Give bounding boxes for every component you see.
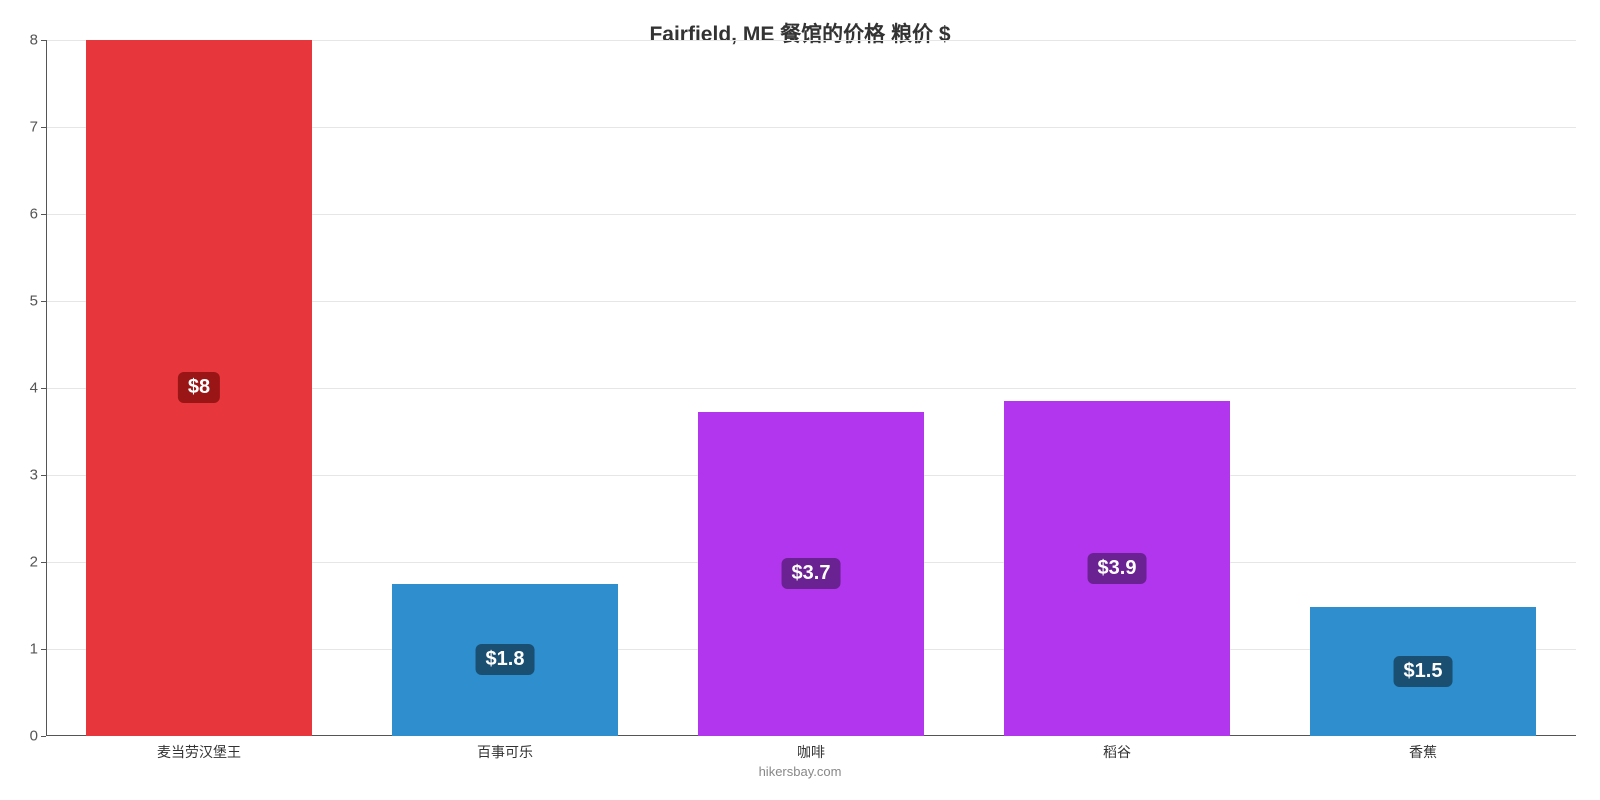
y-tick-mark [41, 40, 46, 41]
x-tick-label: 百事可乐 [477, 742, 533, 762]
y-tick-mark [41, 562, 46, 563]
y-tick-mark [41, 127, 46, 128]
x-tick-label: 香蕉 [1409, 742, 1437, 762]
x-tick-label: 麦当劳汉堡王 [157, 742, 241, 762]
value-badge: $1.8 [476, 644, 535, 675]
value-badge: $8 [178, 372, 220, 403]
bar: $1.5 [1310, 607, 1536, 736]
bar: $1.8 [392, 584, 618, 736]
value-badge: $3.9 [1088, 553, 1147, 584]
y-tick-mark [41, 649, 46, 650]
value-badge: $1.5 [1394, 656, 1453, 687]
y-tick-mark [41, 736, 46, 737]
x-tick-label: 咖啡 [797, 742, 825, 762]
chart-footer: hikersbay.com [0, 764, 1600, 779]
y-tick-mark [41, 475, 46, 476]
y-axis [46, 40, 47, 736]
x-tick-label: 稻谷 [1103, 742, 1131, 762]
bar: $3.7 [698, 412, 924, 736]
y-tick-mark [41, 214, 46, 215]
bar: $8 [86, 40, 312, 736]
y-tick-mark [41, 388, 46, 389]
price-bar-chart: Fairfield, ME 餐馆的价格 粮价 $ 012345678$8麦当劳汉… [0, 0, 1600, 800]
y-tick-mark [41, 301, 46, 302]
value-badge: $3.7 [782, 558, 841, 589]
plot-area: 012345678$8麦当劳汉堡王$1.8百事可乐$3.7咖啡$3.9稻谷$1.… [46, 40, 1576, 736]
bar: $3.9 [1004, 401, 1230, 736]
